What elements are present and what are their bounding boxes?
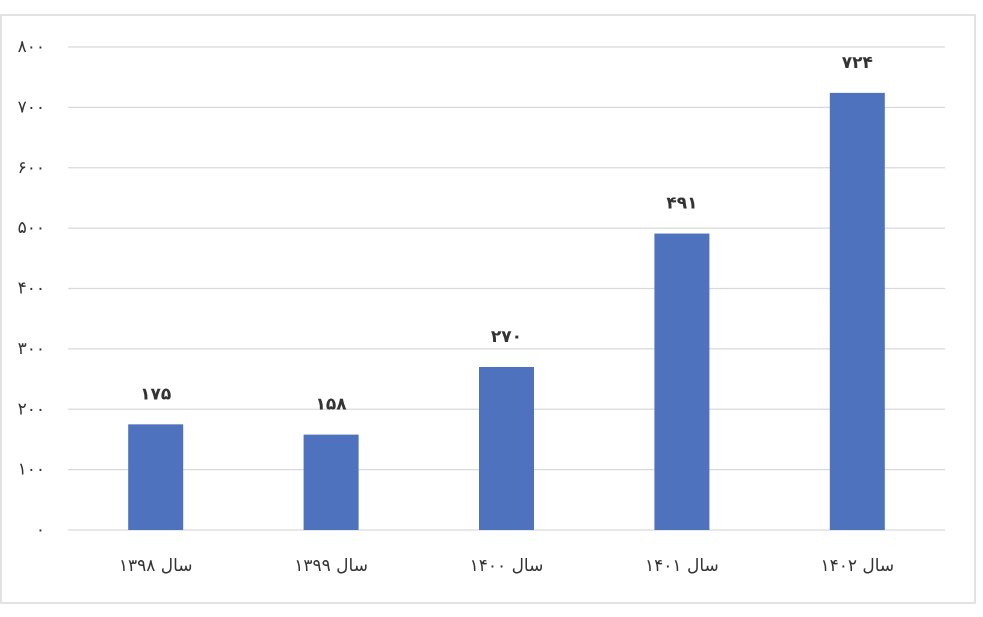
y-tick-label: ۰ [36, 520, 45, 540]
x-tick-label: سال ۱۴۰۱ [645, 556, 719, 576]
value-label: ۱۵۸ [316, 395, 348, 415]
bar [303, 434, 359, 530]
bar [654, 233, 710, 530]
bar [479, 366, 534, 530]
value-label: ۲۷۰ [491, 327, 522, 347]
x-tick-label: سال ۱۴۰۰ [470, 556, 544, 576]
y-tick-label: ۵۰۰ [18, 218, 45, 238]
y-tick-label: ۱۰۰ [18, 460, 45, 480]
y-tick-label: ۴۰۰ [18, 279, 45, 299]
x-tick-label: سال ۱۳۹۸ [119, 556, 193, 576]
x-tick-label: سال ۱۳۹۹ [294, 556, 368, 576]
y-tick-label: ۳۰۰ [18, 339, 45, 359]
value-label: ۷۲۴ [842, 53, 873, 73]
value-label: ۱۷۵ [140, 384, 171, 404]
y-tick-label: ۸۰۰ [18, 37, 45, 57]
bar [128, 424, 184, 530]
x-tick-label: سال ۱۴۰۲ [820, 556, 894, 576]
value-label: ۴۹۱ [666, 194, 697, 214]
y-tick-label: ۷۰۰ [18, 97, 45, 117]
bar [829, 92, 885, 530]
y-tick-label: ۶۰۰ [18, 158, 45, 178]
y-tick-label: ۲۰۰ [18, 399, 45, 419]
